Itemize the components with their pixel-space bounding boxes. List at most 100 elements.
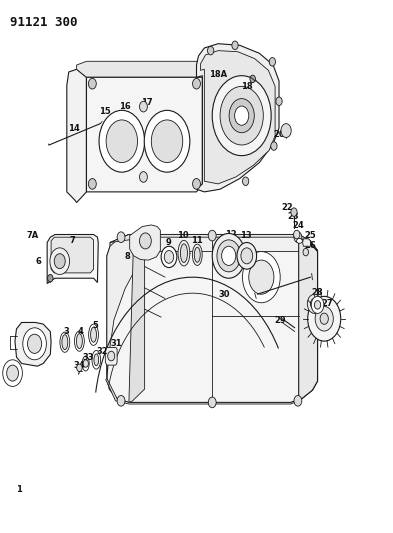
Text: 5: 5 [93, 321, 98, 329]
Text: 17: 17 [141, 98, 152, 107]
Circle shape [117, 395, 125, 406]
Circle shape [291, 208, 297, 216]
Text: 29: 29 [274, 317, 286, 325]
Circle shape [99, 110, 145, 172]
Circle shape [7, 365, 18, 381]
Text: 31: 31 [110, 340, 122, 348]
Ellipse shape [92, 351, 101, 369]
Circle shape [307, 294, 321, 313]
Text: 1: 1 [16, 485, 22, 494]
Circle shape [311, 296, 324, 313]
Text: 4: 4 [78, 327, 83, 336]
Circle shape [242, 252, 280, 303]
Circle shape [161, 246, 177, 268]
Circle shape [242, 177, 249, 185]
Polygon shape [200, 51, 275, 184]
Circle shape [294, 395, 302, 406]
Polygon shape [86, 77, 202, 192]
Circle shape [212, 76, 271, 156]
Polygon shape [105, 348, 117, 365]
Polygon shape [67, 69, 86, 203]
Circle shape [232, 41, 238, 50]
Ellipse shape [195, 247, 200, 262]
Circle shape [250, 75, 255, 83]
Ellipse shape [90, 327, 97, 342]
Circle shape [314, 301, 321, 309]
Circle shape [276, 97, 282, 106]
Polygon shape [145, 237, 314, 320]
Text: 2: 2 [24, 340, 29, 348]
Text: 32: 32 [96, 348, 108, 356]
Circle shape [208, 397, 216, 408]
Polygon shape [110, 235, 318, 251]
Circle shape [310, 298, 318, 309]
Text: 20: 20 [273, 130, 285, 139]
Text: 34: 34 [74, 361, 86, 369]
Circle shape [140, 233, 151, 249]
Text: 22: 22 [281, 204, 293, 212]
Text: 30: 30 [218, 290, 230, 298]
Circle shape [88, 179, 96, 189]
Polygon shape [47, 235, 98, 284]
Circle shape [140, 172, 147, 182]
Text: 16: 16 [119, 102, 131, 111]
Circle shape [229, 99, 254, 133]
Text: 10: 10 [177, 231, 189, 240]
Text: 14: 14 [68, 125, 80, 133]
Circle shape [48, 274, 53, 282]
Polygon shape [303, 239, 310, 246]
Text: 24: 24 [293, 221, 305, 230]
Ellipse shape [297, 239, 303, 243]
Circle shape [144, 110, 190, 172]
Ellipse shape [94, 354, 99, 366]
Circle shape [235, 106, 249, 125]
Circle shape [88, 78, 96, 89]
Text: 6: 6 [36, 257, 41, 265]
Circle shape [164, 251, 174, 263]
Circle shape [220, 86, 263, 145]
Circle shape [108, 351, 115, 361]
Circle shape [193, 179, 200, 189]
Circle shape [308, 296, 341, 341]
Circle shape [271, 142, 277, 150]
Circle shape [222, 246, 236, 265]
Circle shape [212, 233, 245, 278]
Circle shape [28, 334, 42, 353]
Circle shape [249, 260, 274, 294]
Polygon shape [106, 378, 302, 404]
Text: 27: 27 [321, 300, 333, 308]
Text: 91121 300: 91121 300 [10, 16, 77, 29]
Ellipse shape [178, 240, 190, 266]
Text: 7A: 7A [26, 231, 39, 240]
Text: 28: 28 [312, 288, 323, 296]
Circle shape [50, 248, 70, 274]
Polygon shape [77, 61, 202, 77]
Circle shape [83, 360, 88, 367]
Circle shape [54, 254, 65, 269]
Text: 8: 8 [124, 253, 130, 261]
Circle shape [151, 120, 183, 163]
Text: 18: 18 [241, 82, 253, 91]
Polygon shape [15, 322, 51, 366]
Circle shape [106, 120, 138, 163]
Circle shape [281, 124, 291, 138]
Polygon shape [129, 237, 145, 402]
Polygon shape [51, 237, 94, 273]
Ellipse shape [82, 356, 89, 371]
Text: 33: 33 [83, 353, 94, 361]
Circle shape [3, 360, 22, 386]
Ellipse shape [62, 335, 68, 350]
Ellipse shape [193, 244, 202, 265]
Text: 13: 13 [240, 231, 252, 240]
Circle shape [241, 248, 253, 264]
Ellipse shape [180, 244, 187, 263]
Circle shape [269, 58, 275, 66]
Text: 9: 9 [165, 238, 171, 247]
Text: 15: 15 [99, 108, 111, 116]
Polygon shape [196, 44, 279, 192]
Polygon shape [299, 237, 318, 401]
Circle shape [117, 232, 125, 243]
Circle shape [77, 364, 82, 372]
Text: 3: 3 [63, 327, 69, 336]
Circle shape [208, 46, 214, 55]
